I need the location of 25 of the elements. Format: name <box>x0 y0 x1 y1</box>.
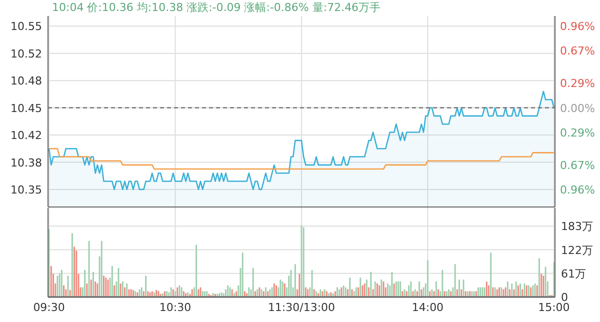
y-tick-label: 61万 <box>561 267 586 280</box>
x-tick-label: 10:30 <box>159 301 192 314</box>
x-tick-label: 11:30/13:00 <box>268 301 336 314</box>
text: 10:04 价:10.36 均:10.38 涨跌:-0.09 涨幅:-0.86% 量:72.46万手 <box>52 1 381 14</box>
y2-tick-label: 0.96% <box>560 184 595 197</box>
y2-tick-label: 0.29% <box>560 126 595 140</box>
y-tick-label: 183万 <box>561 220 593 234</box>
y-tick-label: 10.45 <box>10 102 42 115</box>
y2-tick-label: 0.00% <box>560 102 595 115</box>
y-tick-label: 10.48 <box>10 74 42 88</box>
y2-tick-label: 0.29% <box>560 77 595 90</box>
y-tick-label: 10.55 <box>10 20 42 34</box>
y2-tick-label: 0.96% <box>560 20 595 33</box>
line-series <box>48 148 555 170</box>
y2-tick-label: 0.67% <box>560 158 595 172</box>
y-tick-label: 122万 <box>561 244 593 257</box>
x-tick-label: 09:30 <box>33 301 65 314</box>
y-tick-label: 10.52 <box>10 47 42 60</box>
x-tick-label: 14:00 <box>412 301 444 314</box>
y-tick-label: 10.35 <box>10 183 42 196</box>
y2-tick-label: 0.67% <box>560 44 595 58</box>
y-tick-label: 10.42 <box>10 128 42 142</box>
x-tick-label: 15:00 <box>538 301 570 314</box>
y-tick-label: 10.38 <box>10 156 42 170</box>
y-tick-label: 0 <box>561 291 568 304</box>
